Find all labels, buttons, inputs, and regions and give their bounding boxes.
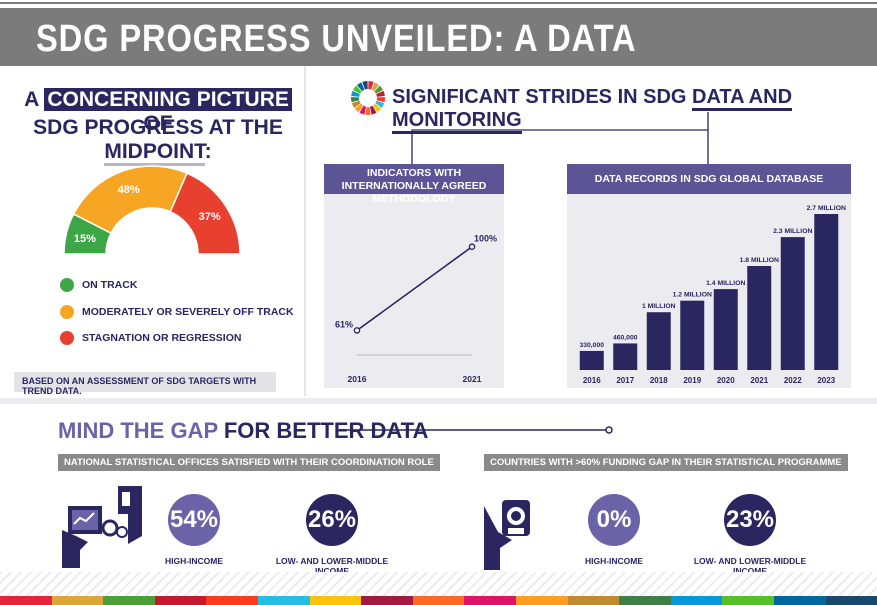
- x-tick-label: 2016: [348, 374, 367, 384]
- heading-underlined: DATA AND MONITORING: [392, 86, 793, 134]
- bar: [646, 312, 671, 370]
- bar: [579, 350, 604, 370]
- data-label: 100%: [474, 234, 497, 244]
- stat-label: LOW- AND LOWER-MIDDLE INCOME: [693, 556, 807, 576]
- x-tick-label: 2022: [784, 376, 802, 385]
- legend-item: STAGNATION OR REGRESSION: [60, 331, 241, 345]
- legend-item: ON TRACK: [60, 278, 137, 292]
- heading-underlined: MIDPOINT: [104, 140, 205, 166]
- data-point: [353, 327, 361, 334]
- stat-label: LOW- AND LOWER-MIDDLE INCOME: [275, 556, 389, 576]
- stat-label: HIGH-INCOME: [584, 556, 644, 566]
- legend-dot: [60, 278, 74, 292]
- bar-value-label: 2.7 MILLION: [807, 205, 846, 212]
- bar: [780, 237, 805, 370]
- stat-circle: 0%: [588, 494, 640, 546]
- title-top-line: [0, 2, 877, 4]
- stat-circle: 26%: [306, 494, 358, 546]
- legend-label: STAGNATION OR REGRESSION: [82, 332, 242, 344]
- line-chart-title: INDICATORS WITH INTERNATIONALLY AGREED M…: [324, 164, 504, 205]
- assessment-note: BASED ON AN ASSESSMENT OF SDG TARGETS WI…: [14, 372, 276, 396]
- stat-label: HIGH-INCOME: [164, 556, 224, 566]
- x-tick-label: 2017: [616, 376, 634, 385]
- bar-value-label: 1.4 MILLION: [706, 280, 745, 287]
- right-heading: SIGNIFICANT STRIDES IN SDG DATA AND MONI…: [392, 86, 877, 134]
- bar-value-label: 1.2 MILLION: [673, 292, 712, 299]
- gauge-label: 48%: [118, 184, 140, 196]
- bar: [814, 214, 839, 370]
- bar-value-label: 330,000: [579, 342, 604, 349]
- heading-text: SIGNIFICANT STRIDES IN SDG: [392, 86, 693, 108]
- heading-text: OF: [143, 112, 173, 135]
- x-tick-label: 2021: [463, 374, 482, 384]
- data-label: 61%: [335, 319, 353, 329]
- legend-dot: [60, 331, 74, 345]
- gauge-label: 37%: [199, 211, 221, 223]
- legend-dot: [60, 305, 74, 319]
- stat-circle: 23%: [724, 494, 776, 546]
- heading-text: A: [24, 88, 45, 111]
- bar: [613, 343, 638, 370]
- heading-text: SDG PROGRESS AT THE: [33, 116, 283, 139]
- bar-value-label: 2.3 MILLION: [773, 228, 812, 235]
- bar-chart: 330,000 2016 460,000 2017 1 MILLION 2018 1.2 M…: [579, 205, 846, 385]
- sdg-wheel-icon: [351, 81, 385, 115]
- left-heading-line2: SDG PROGRESS AT THE MIDPOINT:: [12, 116, 304, 166]
- bar-value-label: 1.8 MILLION: [740, 257, 779, 264]
- heading-text: :: [204, 140, 212, 163]
- x-tick-label: 2019: [683, 376, 701, 385]
- x-tick-label: 2020: [717, 376, 735, 385]
- left-heading-line1: A CONCERNING PICTURE OF: [12, 88, 304, 136]
- heading-arrow-line: [336, 426, 613, 434]
- right-subheading: COUNTRIES WITH >60% FUNDING GAP IN THEIR…: [484, 454, 848, 471]
- heading-text: MIND THE GAP: [58, 418, 218, 443]
- gap-heading: MIND THE GAP FOR BETTER DATA: [58, 418, 428, 444]
- legend-label: MODERATELY OR SEVERELY OFF TRACK: [82, 306, 294, 318]
- data-point: [468, 243, 476, 251]
- stat-circle: 54%: [168, 494, 220, 546]
- line-chart: 61% 2016 100% 2021: [335, 234, 497, 384]
- bar: [680, 300, 705, 370]
- line-chart-panel: [324, 164, 504, 388]
- coordination-icon: [62, 486, 142, 568]
- legend-item: MODERATELY OR SEVERELY OFF TRACK: [60, 305, 294, 319]
- funding-icon: [484, 500, 530, 570]
- left-subheading: NATIONAL STATISTICAL OFFICES SATISFIED W…: [58, 454, 440, 471]
- gauge-segment: [169, 172, 241, 255]
- x-tick-label: 2023: [817, 376, 835, 385]
- legend-label: ON TRACK: [82, 279, 138, 291]
- x-tick-label: 2021: [750, 376, 768, 385]
- heading-highlight: CONCERNING PICTURE: [44, 88, 292, 111]
- sdg-color-stripe: [0, 596, 877, 605]
- series-line: [356, 246, 473, 332]
- bar-chart-title: DATA RECORDS IN SDG GLOBAL DATABASE: [567, 164, 851, 194]
- x-tick-label: 2016: [583, 376, 601, 385]
- bar-value-label: 1 MILLION: [642, 303, 676, 310]
- bar-value-label: 460,000: [613, 334, 638, 341]
- bar: [713, 289, 738, 370]
- hatch-footer: [0, 572, 877, 596]
- gauge-chart: 15% 48% 37%: [63, 165, 241, 255]
- title-bar: SDG PROGRESS UNVEILED: A DATA JOURNEY: [0, 8, 877, 103]
- section-divider: [0, 398, 877, 404]
- left-panel: A CONCERNING PICTURE OF SDG PROGRESS AT …: [12, 66, 304, 396]
- gauge-label: 15%: [74, 233, 96, 245]
- gauge-segment: [72, 165, 188, 235]
- bar: [747, 266, 772, 370]
- x-tick-label: 2018: [650, 376, 668, 385]
- vertical-divider: [304, 66, 306, 396]
- connector-lines: [411, 112, 709, 164]
